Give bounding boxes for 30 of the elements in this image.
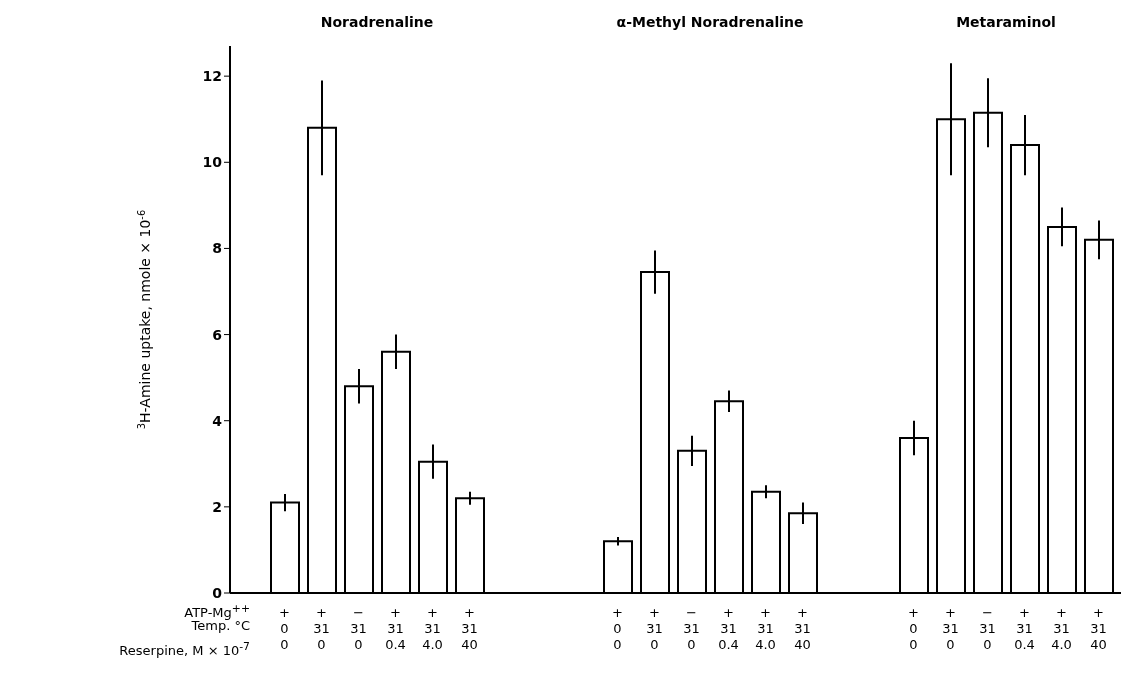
y-tick-label: 6 [212, 326, 222, 343]
text: Noradrenaline [319, 14, 435, 30]
x-tick-label: + 31 40 [794, 605, 811, 652]
x-tick-label: + 31 0 [942, 605, 959, 652]
x-tick-label: + 31 0.4 [718, 605, 739, 652]
x-tick-label: − 31 0 [979, 605, 996, 652]
y-tick-label: 4 [212, 412, 223, 429]
y-tick-label: 10 [202, 154, 223, 171]
y-tick-label: 8 [212, 240, 222, 257]
x-tick-label: + 0 0 [908, 605, 919, 652]
x-tick-label: + 31 0.4 [1014, 605, 1035, 652]
x-tick-label: + 31 0.4 [385, 605, 406, 652]
x-tick-label: + 31 40 [1090, 605, 1107, 652]
text: α-Methyl Noradrenaline [615, 14, 805, 30]
x-tick-label: + 31 4.0 [1051, 605, 1072, 652]
x-tick-label: + 31 4.0 [755, 605, 776, 652]
text: ATP-Mg$^{++}$ [184, 602, 250, 621]
y-tick-label: 0 [212, 584, 223, 601]
y-tick-label: 12 [202, 68, 222, 85]
x-tick-label: − 31 0 [683, 605, 700, 652]
text: Metaraminol [955, 14, 1057, 30]
x-tick-label: + 0 0 [612, 605, 623, 652]
x-tick-label: + 31 0 [646, 605, 663, 652]
x-tick-label: + 31 40 [461, 605, 478, 652]
x-tick-label: + 31 0 [313, 605, 330, 652]
x-tick-label: − 31 0 [350, 605, 367, 652]
y-tick-label: 2 [212, 498, 222, 515]
x-tick-label: + 0 0 [279, 605, 290, 652]
text: Reserpine, M × 10$^{-7}$ [119, 640, 250, 659]
x-tick-label: + 31 4.0 [422, 605, 443, 652]
